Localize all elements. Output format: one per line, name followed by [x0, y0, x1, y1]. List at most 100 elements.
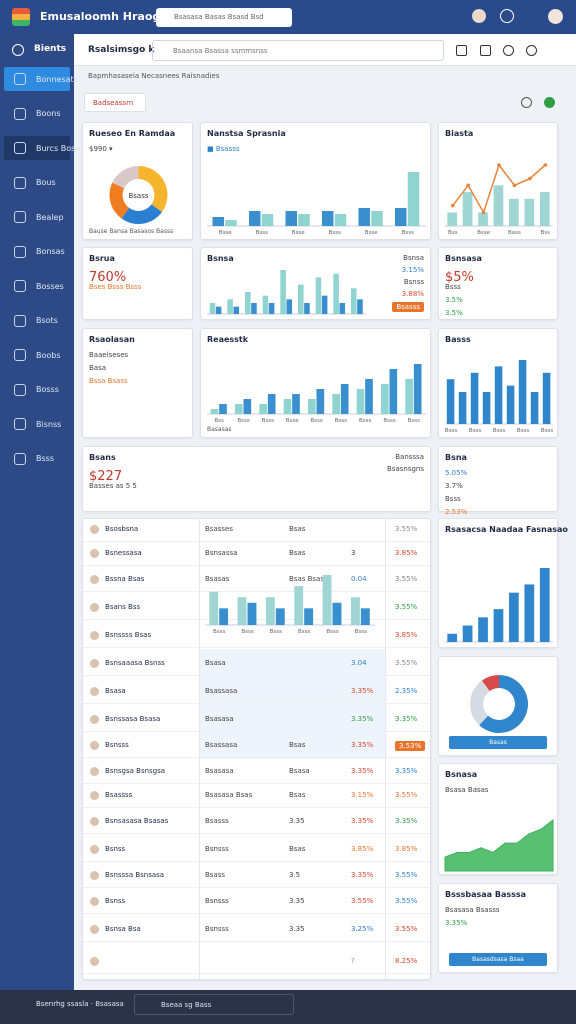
bar — [233, 306, 240, 314]
row-divider — [83, 565, 430, 566]
card: Rueseo En Ramdaa $990 ▾ Bause Bansa Basaso… — [82, 122, 193, 240]
bar — [237, 597, 247, 625]
footer-item[interactable]: Bseaa sg Bass — [134, 994, 294, 1015]
bar — [447, 633, 458, 642]
card: Bsna 5.05% 3.7% Bsss 2.53% — [438, 446, 558, 516]
row-divider — [83, 703, 430, 704]
bar — [209, 591, 219, 625]
card-text: Bses Bsss Bsss — [89, 283, 142, 291]
bar — [225, 220, 237, 226]
icon[interactable] — [521, 97, 532, 108]
row-divider — [83, 541, 430, 542]
card-text: 760% — [89, 270, 127, 285]
sidebar-item[interactable]: Bous — [36, 178, 56, 187]
sidebar-item[interactable]: Burcs Bosae — [4, 136, 85, 160]
card-side-text: Bsasnsgns — [387, 465, 424, 473]
sidebar-item[interactable]: Boobs — [36, 350, 61, 360]
icon[interactable] — [500, 9, 514, 23]
sidebar-item[interactable]: Bsots — [36, 316, 58, 325]
sidebar-item[interactable]: Bisnss — [36, 419, 62, 429]
bar — [365, 379, 373, 414]
bar — [357, 299, 363, 314]
sidebar-item[interactable]: Bonsas — [36, 247, 65, 256]
icon — [12, 44, 24, 56]
x-tick-label: Bsse — [365, 230, 379, 236]
x-tick-label: Bsss — [213, 629, 226, 635]
search-box[interactable]: Bsasasa Basas Bsasd Bsd — [156, 8, 292, 27]
row-icon — [90, 603, 99, 612]
card-chart: Bss Bsse Bass Bss — [445, 163, 553, 236]
x-tick-label: Bsss — [298, 629, 311, 635]
x-tick-label: Bsse — [286, 418, 300, 424]
x-tick-label: Bsss — [256, 230, 269, 236]
row-icon — [90, 525, 99, 534]
card: Basas — [438, 656, 558, 756]
bar — [530, 392, 539, 424]
x-tick-label: Bsss — [335, 418, 348, 424]
row-icon — [90, 925, 99, 934]
x-tick-label: Bsss — [326, 629, 339, 635]
sidebar-item[interactable]: Bonnesata — [4, 67, 79, 91]
sidebar-item[interactable]: Bsss — [36, 454, 54, 463]
bar — [394, 208, 407, 226]
row-divider — [83, 731, 430, 732]
icon[interactable] — [480, 45, 491, 56]
bar — [524, 198, 535, 226]
bar — [539, 568, 550, 642]
tab-button[interactable]: Badseassrn — [84, 93, 146, 112]
table-chart: Bsss Bsss Bsss Bsss Bsss Bsss — [205, 575, 375, 635]
sidebar-item[interactable]: Bosses — [36, 281, 64, 291]
logo — [12, 8, 30, 26]
point — [450, 203, 455, 208]
x-tick-label: Bsss — [517, 428, 530, 434]
card-side-text: Bsasss — [392, 302, 424, 312]
card-title: Biasta — [445, 129, 474, 138]
row-icon — [90, 715, 99, 724]
card-text: $227 — [89, 469, 123, 484]
table-cell: Bsassasa — [205, 687, 238, 695]
point — [481, 210, 486, 215]
table-cell: 3.35 — [289, 925, 305, 933]
table-cell: Bsas — [289, 845, 306, 853]
icon[interactable] — [503, 45, 514, 56]
card: Bsnsa Bsnsa 3.15% Bsnss 3.88% Bsasss — [200, 247, 431, 320]
table-cell: Bsas — [289, 741, 306, 749]
table-cell: Bsass — [205, 871, 226, 879]
card-title: Bsans — [89, 453, 116, 462]
x-tick-label: Bsss — [383, 418, 396, 424]
bar — [209, 303, 216, 314]
avatar[interactable] — [548, 9, 563, 24]
card-button[interactable]: Basas — [449, 736, 547, 749]
row-divider — [83, 757, 430, 758]
bar — [334, 214, 347, 226]
table-cell: 3.55% — [395, 603, 418, 611]
icon[interactable] — [456, 45, 467, 56]
table-cell: Bsas Bsas — [289, 575, 324, 583]
sidebar-item[interactable]: Bosss — [36, 385, 59, 394]
x-tick-label: Bsss — [408, 418, 421, 424]
sidebar-item[interactable]: Bealep — [36, 212, 64, 222]
card-button[interactable]: Basasdsasa Bsaa — [449, 953, 547, 966]
card: Bsans $227 Basses as 5 5 Bansssa Bsasnsgns — [82, 446, 431, 512]
footer-text: Bsenrhg ssasla · Bsasasa — [36, 1000, 124, 1008]
table-cell: 3.55% — [395, 525, 418, 533]
row-divider — [83, 783, 430, 784]
icon[interactable] — [526, 45, 537, 56]
avatar[interactable] — [472, 9, 486, 23]
table-cell: 3.55% — [395, 659, 418, 667]
row-divider — [83, 887, 430, 888]
breadcrumb: Bapmhasaseia Necasnees Raisnadies — [88, 72, 220, 80]
toolbar-search[interactable]: Bsaansa Bsassa ssmmsnss — [152, 40, 444, 61]
row-icon — [90, 549, 99, 558]
card-title: Bsna — [445, 453, 467, 462]
sidebar-icon — [14, 280, 26, 292]
table-cell: ? — [351, 957, 355, 965]
bar — [539, 192, 550, 226]
table-cell: Bsasses — [205, 525, 233, 533]
table-cell: 3.35% — [351, 715, 374, 723]
icon[interactable] — [544, 97, 555, 108]
bar — [315, 277, 322, 314]
sidebar-item[interactable]: Boons — [36, 109, 61, 118]
card-chart — [470, 675, 528, 733]
card-text: 3.5% — [445, 309, 463, 317]
